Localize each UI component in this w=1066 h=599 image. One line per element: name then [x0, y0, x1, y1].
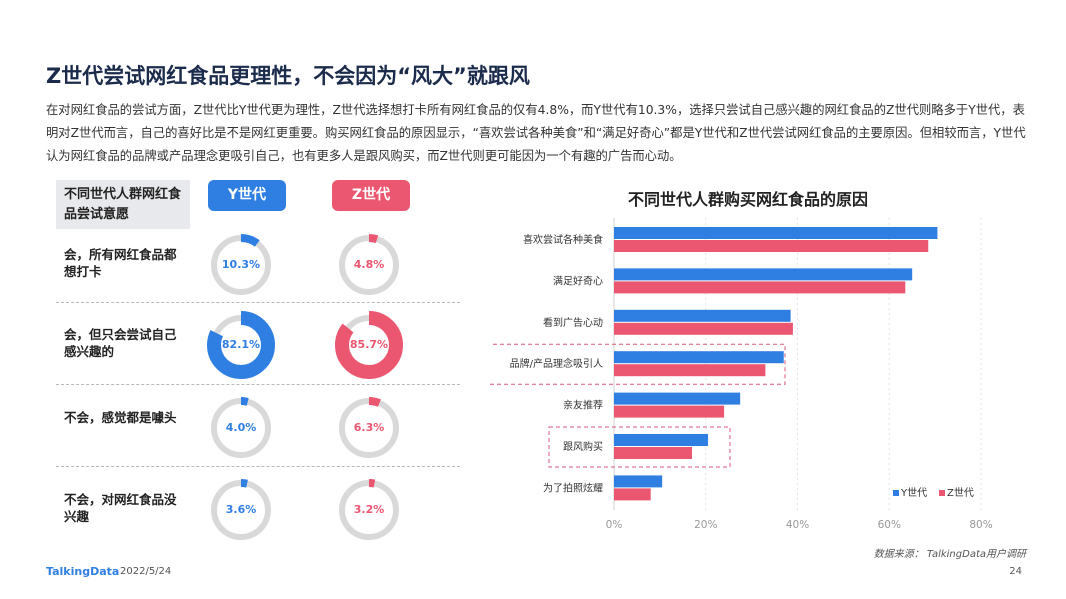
willingness-row-label: 不会，对网红食品没兴趣 [64, 492, 177, 524]
willingness-row-label: 会，所有网红食品都想打卡 [64, 247, 177, 279]
gen-z-tag: Z世代 [332, 180, 410, 211]
gen-y-percent: 10.3% [221, 258, 261, 271]
bar-z-1 [614, 281, 906, 294]
category-label: 满足好奇心 [553, 274, 603, 287]
bar-y-6 [614, 475, 663, 488]
gen-z-donut [338, 234, 400, 296]
willingness-row-label: 不会，感觉都是噱头 [64, 410, 177, 425]
category-label: 为了拍照炫耀 [543, 481, 603, 494]
x-tick-label: 20% [694, 519, 717, 531]
bar-z-2 [614, 322, 793, 335]
gen-z-donut [338, 397, 400, 459]
donut-arc [338, 397, 400, 459]
category-label: 跟风购买 [563, 440, 603, 453]
legend-label-z: Z世代 [947, 487, 974, 499]
bar-z-5 [614, 447, 692, 459]
bar-y-0 [614, 227, 938, 239]
bar-z-3 [614, 364, 766, 377]
highlight-box [548, 426, 731, 468]
gen-z-percent: 3.2% [353, 503, 385, 516]
gen-y-donut [210, 234, 272, 296]
page-number: 24 [1009, 566, 1022, 577]
chart-title: 不同世代人群购买网红食品的原因 [628, 190, 869, 209]
data-source: 数据来源： TalkingData用户调研 [873, 549, 1026, 560]
willingness-row-label: 会，但只会尝试自己感兴趣的 [64, 327, 177, 359]
donut-arc [338, 234, 400, 296]
willingness-header: 不同世代人群网红食品尝试意愿 [56, 180, 190, 229]
footer-date: 2022/5/24 [120, 566, 172, 577]
bar-z-4 [614, 405, 725, 418]
talkingdata-logo: TalkingData [46, 565, 120, 578]
donut-arc [207, 311, 275, 379]
bar-z-0 [614, 240, 929, 252]
gen-y-donut [210, 479, 272, 541]
gen-z-percent: 4.8% [353, 258, 385, 271]
gen-z-percent: 85.7% [349, 338, 389, 351]
x-tick-label: 0% [606, 519, 623, 531]
gen-z-donut [338, 479, 400, 541]
gen-z-percent: 6.3% [353, 421, 385, 434]
x-tick-label: 60% [878, 519, 901, 531]
donut-arc [210, 479, 272, 541]
legend-swatch-z [939, 490, 945, 496]
gen-y-donut [210, 397, 272, 459]
row-divider [56, 466, 460, 467]
category-label: 看到广告心动 [543, 316, 603, 329]
intro-paragraph: 在对网红食品的尝试方面，Z世代比Y世代更为理性，Z世代选择想打卡所有网红食品的仅… [46, 103, 1026, 163]
donut-arc [338, 479, 400, 541]
gen-y-percent: 82.1% [221, 338, 261, 351]
gen-z-donut [335, 311, 403, 379]
bar-y-1 [614, 268, 913, 281]
gen-y-percent: 3.6% [225, 503, 257, 516]
bar-y-2 [614, 309, 791, 322]
gen-y-percent: 4.0% [225, 421, 257, 434]
x-tick-label: 40% [786, 519, 809, 531]
x-tick-label: 80% [969, 519, 992, 531]
page-title: Z世代尝试网红食品更理性，不会因为“风大”就跟风 [46, 64, 530, 88]
legend-swatch-y [893, 490, 899, 496]
donut-arc [210, 397, 272, 459]
reason-bar-chart: 0% 20% 40% 60% 80% 喜欢尝试各种美食满足好奇心看到广告心动品牌/产品理念… [490, 218, 993, 531]
row-divider [56, 384, 460, 385]
category-label: 亲友推荐 [563, 399, 603, 412]
donut-arc [335, 311, 403, 379]
gen-y-donut [207, 311, 275, 379]
category-label: 品牌/产品理念吸引人 [510, 357, 603, 370]
category-label: 喜欢尝试各种美食 [523, 233, 603, 246]
gen-y-tag: Y世代 [208, 180, 286, 211]
bar-y-3 [614, 351, 784, 364]
donut-arc [210, 234, 272, 296]
bar-y-5 [614, 434, 709, 446]
row-divider [56, 302, 460, 303]
bar-z-6 [614, 488, 651, 501]
bar-y-4 [614, 392, 741, 405]
legend-label-y: Y世代 [900, 487, 927, 499]
